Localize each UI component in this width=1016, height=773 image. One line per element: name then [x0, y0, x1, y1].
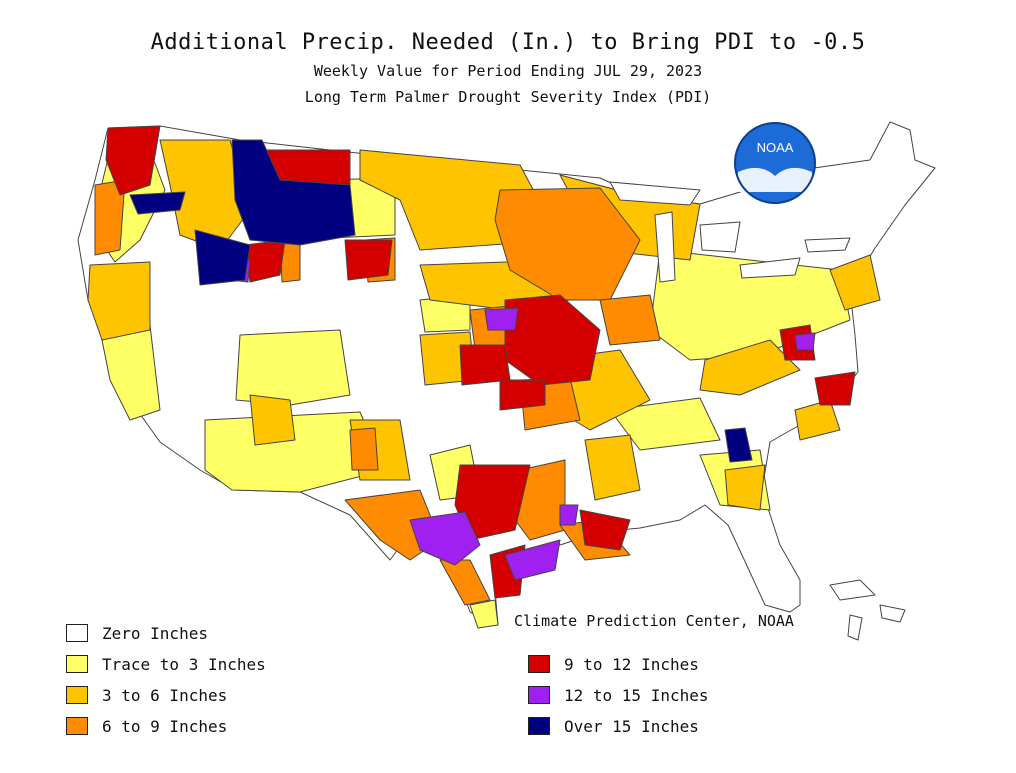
page-title: Additional Precip. Needed (In.) to Bring…	[150, 30, 866, 55]
legend-label: 6 to 9 Inches	[102, 716, 228, 736]
nine-to-twelve-regions	[105, 125, 856, 599]
page-subtitle: Weekly Value for Period Ending JUL 29, 2…	[313, 62, 703, 80]
great-lakes	[609, 181, 851, 283]
legend-swatch	[66, 624, 88, 642]
noaa-logo-text: NOAA	[757, 140, 794, 155]
noaa-logo: NOAA	[730, 122, 820, 208]
noaa-logo-icon: NOAA	[734, 122, 816, 204]
legend-item: Over 15 Inches	[528, 715, 699, 737]
legend-swatch	[66, 717, 88, 735]
over-fifteen-regions	[129, 139, 753, 463]
legend-item: 3 to 6 Inches	[66, 684, 227, 706]
legend-swatch	[66, 686, 88, 704]
credit-text: Climate Prediction Center, NOAA	[514, 612, 794, 630]
legend-item: Zero Inches	[66, 622, 208, 644]
legend-swatch	[66, 655, 88, 673]
legend-label: 9 to 12 Inches	[564, 654, 699, 674]
legend-label: 12 to 15 Inches	[564, 685, 709, 705]
legend-swatch	[528, 686, 550, 704]
index-name: Long Term Palmer Drought Severity Index …	[304, 88, 712, 106]
legend-swatch	[528, 717, 550, 735]
legend-label: Over 15 Inches	[564, 716, 699, 736]
legend-label: Trace to 3 Inches	[102, 654, 266, 674]
legend-item: 6 to 9 Inches	[66, 715, 227, 737]
legend-label: 3 to 6 Inches	[102, 685, 228, 705]
legend-label: Zero Inches	[102, 623, 208, 643]
legend-item: Trace to 3 Inches	[66, 653, 266, 675]
legend-swatch	[528, 655, 550, 673]
legend-item: 9 to 12 Inches	[528, 653, 699, 675]
caribbean-islands	[829, 579, 906, 641]
legend-item: 12 to 15 Inches	[528, 684, 709, 706]
